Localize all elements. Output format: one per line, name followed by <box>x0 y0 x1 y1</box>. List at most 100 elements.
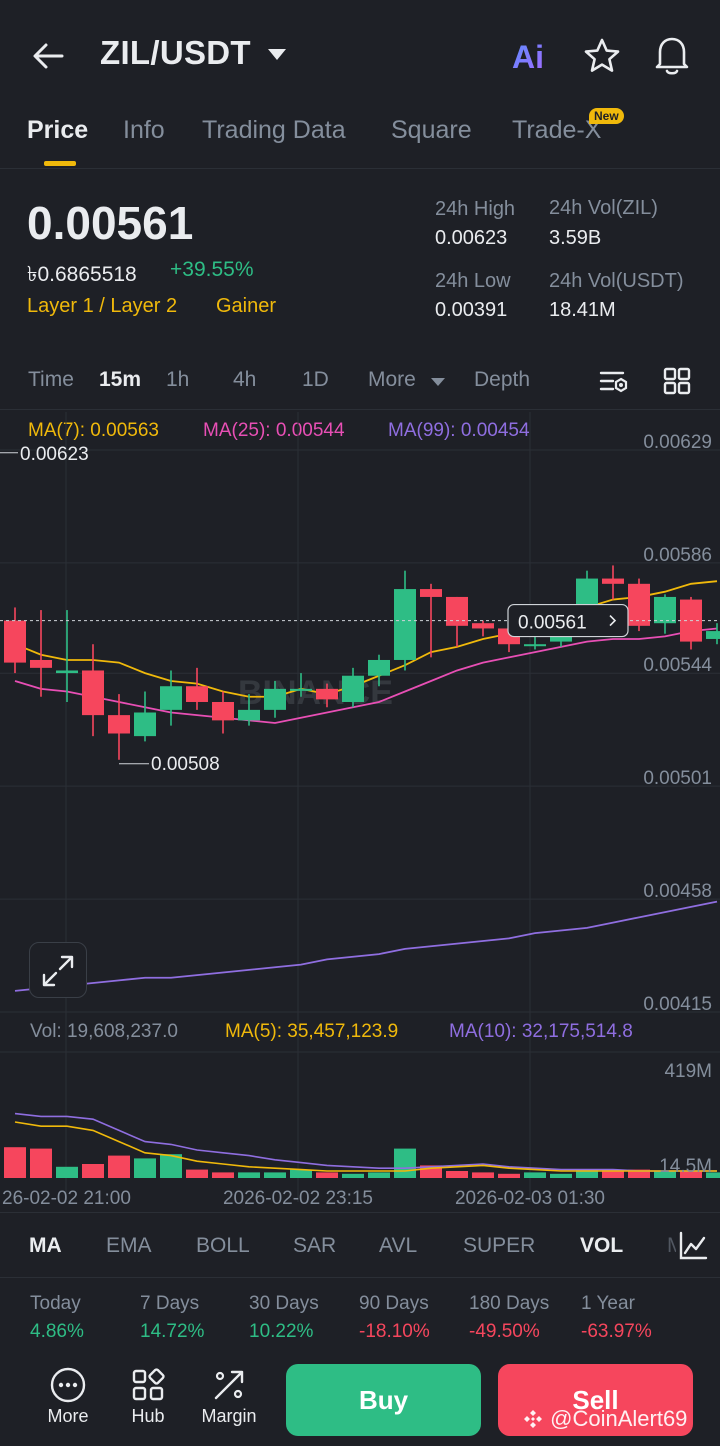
ma7-legend: MA(7): 0.00563 <box>28 420 159 441</box>
volume-bar <box>654 1171 676 1178</box>
buy-button[interactable]: Buy <box>286 1364 481 1436</box>
tab-square[interactable]: Square <box>391 116 472 144</box>
favorite-star-icon[interactable] <box>582 36 622 76</box>
candle-body <box>446 596 468 626</box>
volume-bar <box>394 1148 416 1178</box>
volume-axis-tick: 14.5M <box>659 1156 712 1177</box>
more-dots-icon <box>50 1367 86 1403</box>
candle-body <box>186 686 208 702</box>
indicator-sar[interactable]: SAR <box>293 1234 337 1257</box>
margin-button[interactable]: Margin <box>196 1366 262 1427</box>
perf-value-7d: 14.72% <box>140 1321 205 1342</box>
vol-legend: Vol: 19,608,237.0 <box>30 1021 178 1042</box>
ai-assistant-icon[interactable]: Ai <box>510 34 554 78</box>
perf-value-180d: -49.50% <box>469 1321 540 1342</box>
candle-body <box>212 701 234 721</box>
indicator-ema[interactable]: EMA <box>106 1234 152 1257</box>
perf-value-1y: -63.97% <box>581 1321 652 1342</box>
tab-trade-x[interactable]: Trade-X <box>512 116 602 144</box>
pair-title[interactable]: ZIL/USDT <box>100 34 251 71</box>
volume-bar <box>524 1172 546 1178</box>
candle-body <box>56 670 78 674</box>
candle-body <box>290 688 312 691</box>
tab-trading-data[interactable]: Trading Data <box>202 116 346 144</box>
ma99-line <box>14 900 718 992</box>
indicator-avl[interactable]: AVL <box>379 1234 418 1257</box>
candle-body <box>706 631 720 639</box>
more-caret-icon[interactable] <box>430 376 446 388</box>
candle-body <box>420 589 442 597</box>
vol-zil-label: 24h Vol(ZIL) <box>549 197 658 219</box>
bottom-action-bar: More Hub Margin Buy Sell <box>0 1356 720 1446</box>
candle-body <box>602 578 624 584</box>
interval-more[interactable]: More <box>368 368 416 391</box>
perf-label-7d: 7 Days <box>140 1293 200 1314</box>
tab-info[interactable]: Info <box>123 116 165 144</box>
candlestick-chart[interactable]: BINANCE0.005610.006290.005860.005440.005… <box>0 412 720 1212</box>
vol-ma10-line <box>14 1112 717 1172</box>
category-tag-layer[interactable]: Layer 1 / Layer 2 <box>27 295 178 317</box>
chevron-right-icon <box>609 615 617 627</box>
category-tag-gainer[interactable]: Gainer <box>216 295 277 317</box>
binance-logo-icon <box>524 1410 542 1428</box>
indicator-super[interactable]: SUPER <box>463 1234 536 1257</box>
volume-bar <box>290 1169 312 1178</box>
candle-body <box>524 644 546 647</box>
interval-1d[interactable]: 1D <box>302 368 329 391</box>
indicator-boll[interactable]: BOLL <box>196 1234 250 1257</box>
local-currency-price: ৳0.6865518 <box>27 263 137 286</box>
candle-body <box>472 623 494 629</box>
candle-body <box>4 620 26 663</box>
perf-label-90d: 90 Days <box>359 1293 429 1314</box>
interval-time[interactable]: Time <box>28 368 74 391</box>
perf-label-180d: 180 Days <box>469 1293 550 1314</box>
indicator-settings-icon[interactable] <box>676 1229 710 1263</box>
volume-bar <box>706 1172 720 1178</box>
perf-value-today: 4.86% <box>30 1321 84 1342</box>
price-axis-tick: 0.00544 <box>643 655 712 676</box>
margin-label: Margin <box>201 1406 257 1426</box>
last-price: 0.00561 <box>27 197 194 249</box>
sell-button[interactable]: Sell <box>498 1364 693 1436</box>
volume-bar <box>212 1172 234 1178</box>
tab-price[interactable]: Price <box>27 116 89 144</box>
volume-bar <box>56 1166 78 1178</box>
low-label: 24h Low <box>435 270 511 292</box>
caret-down-icon[interactable] <box>266 46 288 62</box>
interval-1h[interactable]: 1h <box>166 368 190 391</box>
fullscreen-button[interactable] <box>29 942 87 998</box>
volume-bar <box>576 1169 598 1178</box>
back-arrow-icon[interactable] <box>28 36 68 76</box>
more-menu-button[interactable]: More <box>40 1366 96 1427</box>
current-price-box <box>507 603 629 638</box>
margin-icon <box>214 1370 244 1400</box>
volume-axis-tick: 419M <box>664 1061 712 1082</box>
indicator-ma[interactable]: MA <box>29 1234 62 1257</box>
hub-label: Hub <box>131 1406 165 1426</box>
more-label: More <box>47 1406 89 1426</box>
volume-bar <box>108 1155 130 1178</box>
vol-usdt-value: 18.41M <box>549 299 616 321</box>
notification-bell-icon[interactable] <box>652 34 692 76</box>
price-axis-tick: 0.00501 <box>643 768 712 789</box>
volume-bar <box>264 1172 286 1178</box>
low-value: 0.00391 <box>435 299 508 321</box>
perf-value-90d: -18.10% <box>359 1321 430 1342</box>
interval-depth[interactable]: Depth <box>474 368 531 391</box>
high-label: 24h High <box>435 198 516 220</box>
volume-bar <box>680 1171 702 1178</box>
app-header: ZIL/USDT Ai <box>0 0 720 112</box>
indicator-vol[interactable]: VOL <box>580 1234 624 1257</box>
volume-bar <box>316 1172 338 1178</box>
hub-button[interactable]: Hub <box>122 1366 174 1427</box>
volume-bar <box>368 1172 390 1178</box>
layout-grid-icon[interactable] <box>660 364 694 398</box>
interval-15m[interactable]: 15m <box>99 368 142 391</box>
interval-4h[interactable]: 4h <box>233 368 257 391</box>
min-price-label: 0.00508 <box>151 754 220 775</box>
volume-bar <box>82 1164 104 1178</box>
vol-ma5-legend: MA(5): 35,457,123.9 <box>225 1021 399 1042</box>
chart-settings-icon[interactable] <box>597 364 631 398</box>
volume-bar <box>628 1169 650 1178</box>
time-axis-tick: 26-02-02 21:00 <box>2 1188 131 1209</box>
